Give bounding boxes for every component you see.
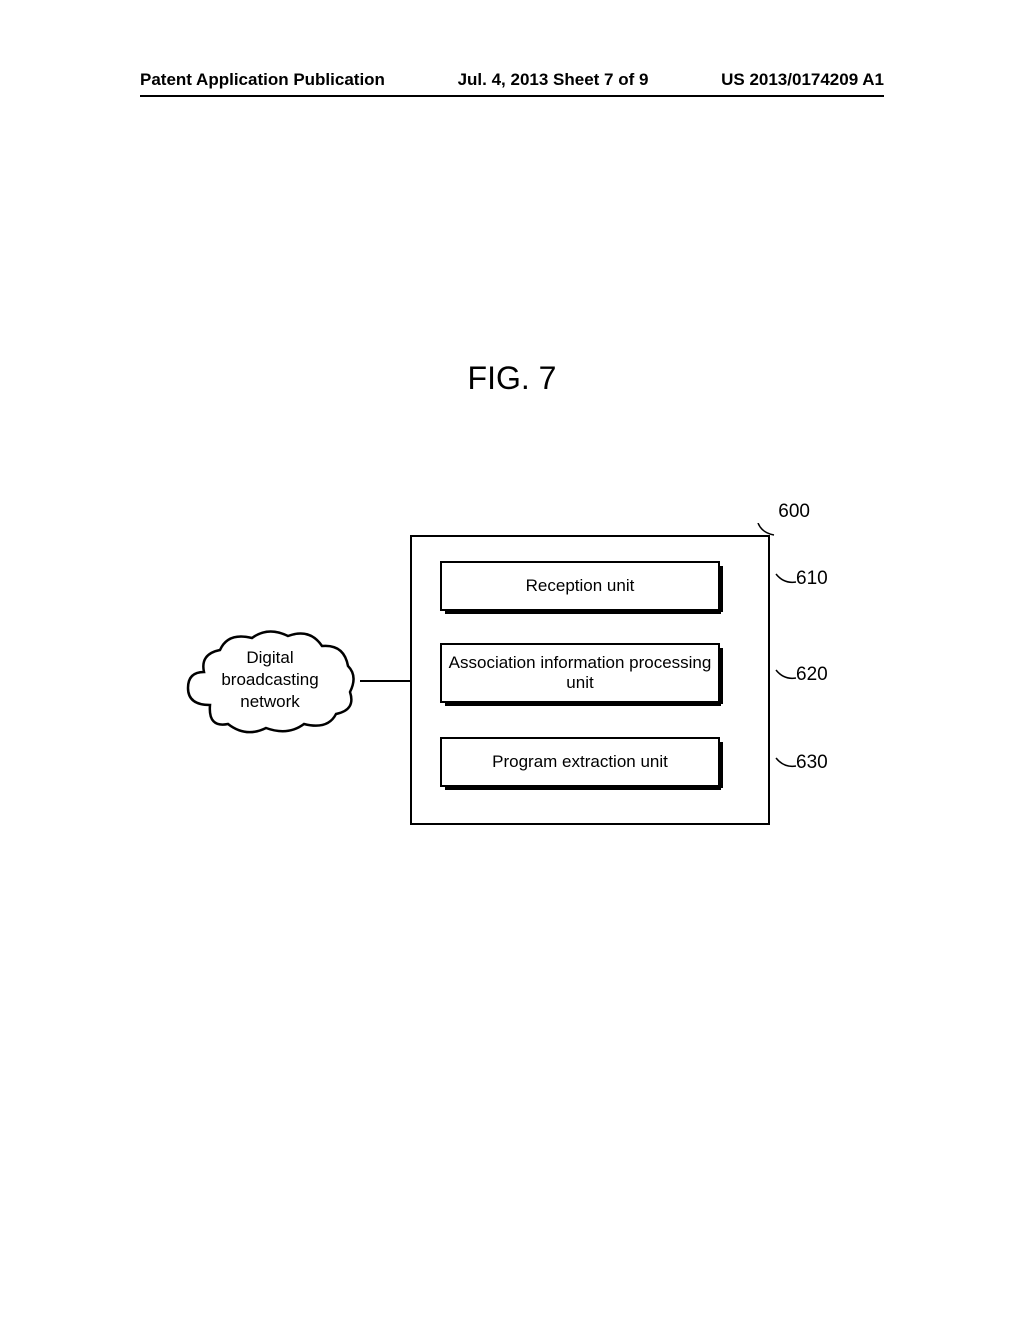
ref-curve-610 [774, 572, 798, 586]
header-divider [140, 95, 884, 97]
figure-title: FIG. 7 [468, 360, 557, 397]
unit-label: Reception unit [526, 576, 635, 596]
ref-curve-600 [756, 523, 776, 537]
cloud-network: Digital broadcasting network [180, 620, 360, 740]
ref-label-620: 620 [796, 664, 828, 686]
reception-unit-box: Reception unit [440, 561, 720, 611]
unit-label: Association information processing unit [442, 653, 718, 694]
ref-label-630: 630 [796, 752, 828, 774]
connector-line [360, 680, 410, 682]
association-unit-box: Association information processing unit [440, 643, 720, 703]
ref-label-600: 600 [778, 501, 810, 523]
cloud-label: Digital broadcasting network [205, 647, 335, 713]
ref-curve-630 [774, 756, 798, 770]
unit-label: Program extraction unit [492, 752, 668, 772]
header-left: Patent Application Publication [140, 70, 385, 90]
main-device-box: 600 Reception unit Association informati… [410, 535, 770, 825]
block-diagram: Digital broadcasting network 600 Recepti… [180, 500, 880, 840]
header-center: Jul. 4, 2013 Sheet 7 of 9 [458, 70, 649, 90]
header-right: US 2013/0174209 A1 [721, 70, 884, 90]
ref-curve-620 [774, 668, 798, 682]
page-header: Patent Application Publication Jul. 4, 2… [0, 70, 1024, 90]
ref-label-610: 610 [796, 568, 828, 590]
program-extraction-unit-box: Program extraction unit [440, 737, 720, 787]
